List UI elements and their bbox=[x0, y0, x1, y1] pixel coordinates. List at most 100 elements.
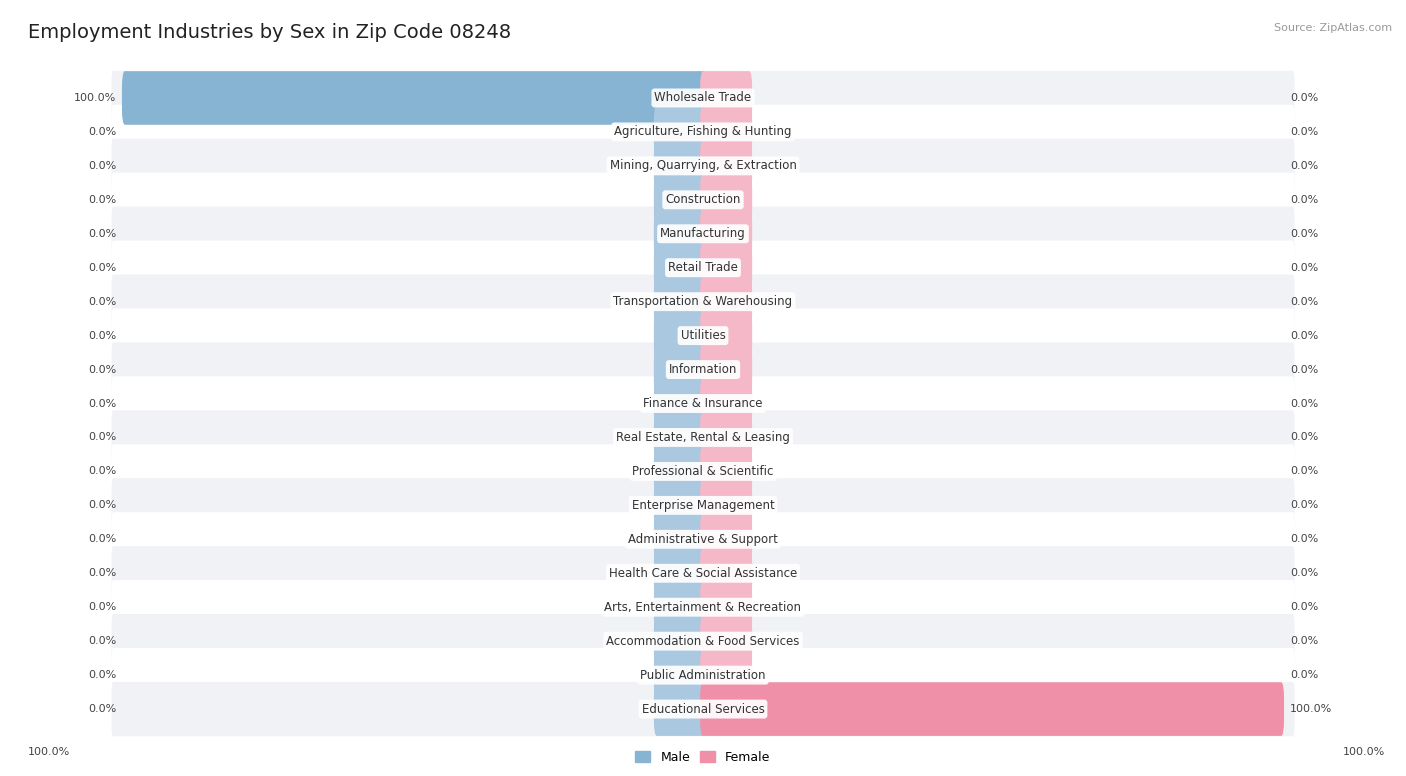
FancyBboxPatch shape bbox=[700, 682, 1284, 736]
FancyBboxPatch shape bbox=[111, 411, 1295, 465]
FancyBboxPatch shape bbox=[654, 207, 706, 261]
Text: Source: ZipAtlas.com: Source: ZipAtlas.com bbox=[1274, 23, 1392, 33]
FancyBboxPatch shape bbox=[700, 648, 752, 702]
Text: Wholesale Trade: Wholesale Trade bbox=[654, 92, 752, 105]
Text: Accommodation & Food Services: Accommodation & Food Services bbox=[606, 635, 800, 648]
FancyBboxPatch shape bbox=[654, 580, 706, 634]
Text: 0.0%: 0.0% bbox=[1289, 399, 1317, 408]
Text: 0.0%: 0.0% bbox=[89, 127, 117, 137]
FancyBboxPatch shape bbox=[700, 309, 752, 362]
FancyBboxPatch shape bbox=[111, 478, 1295, 532]
Text: 0.0%: 0.0% bbox=[1289, 331, 1317, 341]
Text: 0.0%: 0.0% bbox=[1289, 670, 1317, 680]
Text: Professional & Scientific: Professional & Scientific bbox=[633, 465, 773, 478]
Text: 0.0%: 0.0% bbox=[1289, 636, 1317, 646]
FancyBboxPatch shape bbox=[700, 71, 752, 125]
Text: 100.0%: 100.0% bbox=[28, 747, 70, 757]
Text: 0.0%: 0.0% bbox=[1289, 501, 1317, 511]
FancyBboxPatch shape bbox=[654, 546, 706, 600]
Text: 0.0%: 0.0% bbox=[89, 195, 117, 205]
FancyBboxPatch shape bbox=[111, 614, 1295, 668]
Legend: Male, Female: Male, Female bbox=[630, 746, 776, 769]
Text: 100.0%: 100.0% bbox=[75, 93, 117, 103]
Text: 0.0%: 0.0% bbox=[1289, 568, 1317, 578]
Text: Information: Information bbox=[669, 363, 737, 376]
Text: Educational Services: Educational Services bbox=[641, 702, 765, 715]
FancyBboxPatch shape bbox=[111, 546, 1295, 601]
Text: 0.0%: 0.0% bbox=[1289, 229, 1317, 239]
Text: Enterprise Management: Enterprise Management bbox=[631, 499, 775, 512]
FancyBboxPatch shape bbox=[654, 682, 706, 736]
Text: 0.0%: 0.0% bbox=[89, 501, 117, 511]
Text: Utilities: Utilities bbox=[681, 329, 725, 342]
Text: 0.0%: 0.0% bbox=[1289, 466, 1317, 476]
Text: Real Estate, Rental & Leasing: Real Estate, Rental & Leasing bbox=[616, 431, 790, 444]
FancyBboxPatch shape bbox=[700, 343, 752, 397]
FancyBboxPatch shape bbox=[700, 580, 752, 634]
Text: 0.0%: 0.0% bbox=[1289, 365, 1317, 375]
FancyBboxPatch shape bbox=[111, 376, 1295, 431]
FancyBboxPatch shape bbox=[700, 445, 752, 498]
FancyBboxPatch shape bbox=[111, 173, 1295, 227]
FancyBboxPatch shape bbox=[111, 342, 1295, 397]
FancyBboxPatch shape bbox=[654, 411, 706, 464]
FancyBboxPatch shape bbox=[700, 512, 752, 566]
FancyBboxPatch shape bbox=[111, 206, 1295, 261]
Text: Manufacturing: Manufacturing bbox=[661, 227, 745, 241]
Text: 0.0%: 0.0% bbox=[89, 432, 117, 442]
Text: 0.0%: 0.0% bbox=[1289, 602, 1317, 612]
Text: 100.0%: 100.0% bbox=[1343, 747, 1385, 757]
Text: 0.0%: 0.0% bbox=[1289, 432, 1317, 442]
FancyBboxPatch shape bbox=[111, 444, 1295, 499]
FancyBboxPatch shape bbox=[654, 241, 706, 295]
FancyBboxPatch shape bbox=[700, 241, 752, 295]
FancyBboxPatch shape bbox=[111, 648, 1295, 702]
FancyBboxPatch shape bbox=[654, 173, 706, 227]
FancyBboxPatch shape bbox=[111, 275, 1295, 329]
Text: 0.0%: 0.0% bbox=[89, 466, 117, 476]
FancyBboxPatch shape bbox=[111, 139, 1295, 193]
Text: 0.0%: 0.0% bbox=[1289, 296, 1317, 307]
FancyBboxPatch shape bbox=[654, 445, 706, 498]
Text: 0.0%: 0.0% bbox=[89, 399, 117, 408]
FancyBboxPatch shape bbox=[700, 139, 752, 192]
FancyBboxPatch shape bbox=[654, 512, 706, 566]
Text: 0.0%: 0.0% bbox=[89, 331, 117, 341]
Text: 0.0%: 0.0% bbox=[89, 704, 117, 714]
Text: Transportation & Warehousing: Transportation & Warehousing bbox=[613, 295, 793, 308]
Text: Arts, Entertainment & Recreation: Arts, Entertainment & Recreation bbox=[605, 601, 801, 614]
Text: Mining, Quarrying, & Extraction: Mining, Quarrying, & Extraction bbox=[610, 159, 796, 172]
Text: 0.0%: 0.0% bbox=[89, 535, 117, 544]
Text: 0.0%: 0.0% bbox=[1289, 161, 1317, 171]
Text: 0.0%: 0.0% bbox=[89, 636, 117, 646]
FancyBboxPatch shape bbox=[700, 173, 752, 227]
FancyBboxPatch shape bbox=[654, 479, 706, 532]
Text: 0.0%: 0.0% bbox=[1289, 535, 1317, 544]
FancyBboxPatch shape bbox=[654, 105, 706, 159]
Text: Health Care & Social Assistance: Health Care & Social Assistance bbox=[609, 566, 797, 580]
Text: Public Administration: Public Administration bbox=[640, 669, 766, 681]
Text: Finance & Insurance: Finance & Insurance bbox=[644, 397, 762, 410]
FancyBboxPatch shape bbox=[654, 139, 706, 192]
Text: 0.0%: 0.0% bbox=[89, 602, 117, 612]
FancyBboxPatch shape bbox=[700, 411, 752, 464]
FancyBboxPatch shape bbox=[700, 275, 752, 328]
FancyBboxPatch shape bbox=[111, 71, 1295, 125]
FancyBboxPatch shape bbox=[700, 615, 752, 668]
Text: 0.0%: 0.0% bbox=[1289, 195, 1317, 205]
Text: 0.0%: 0.0% bbox=[89, 161, 117, 171]
Text: Agriculture, Fishing & Hunting: Agriculture, Fishing & Hunting bbox=[614, 126, 792, 138]
Text: 0.0%: 0.0% bbox=[89, 365, 117, 375]
Text: 0.0%: 0.0% bbox=[89, 296, 117, 307]
Text: 0.0%: 0.0% bbox=[1289, 93, 1317, 103]
FancyBboxPatch shape bbox=[111, 682, 1295, 736]
Text: Administrative & Support: Administrative & Support bbox=[628, 533, 778, 546]
FancyBboxPatch shape bbox=[111, 105, 1295, 159]
FancyBboxPatch shape bbox=[700, 479, 752, 532]
Text: 0.0%: 0.0% bbox=[89, 229, 117, 239]
FancyBboxPatch shape bbox=[700, 105, 752, 159]
FancyBboxPatch shape bbox=[654, 275, 706, 328]
FancyBboxPatch shape bbox=[654, 309, 706, 362]
Text: Employment Industries by Sex in Zip Code 08248: Employment Industries by Sex in Zip Code… bbox=[28, 23, 512, 42]
FancyBboxPatch shape bbox=[700, 207, 752, 261]
